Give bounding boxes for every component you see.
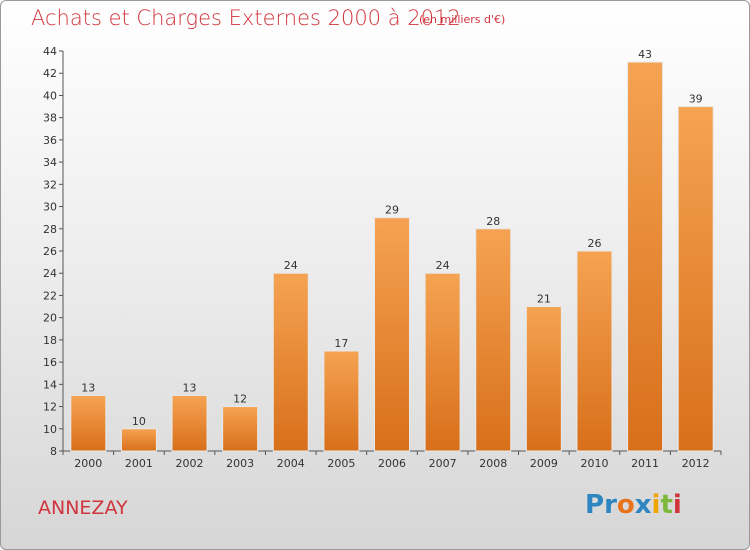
chart-axes: 8 10 12 14 16 18 20 22 24 26 28 30 32 34 36 38 40 42 44 200… [43, 45, 722, 470]
chart-subtitle: (en milliers d'€) [419, 13, 506, 26]
y-tick-label: 30 [43, 201, 57, 214]
y-tick-label: 42 [43, 67, 57, 80]
bar [374, 217, 410, 452]
commune-name: ANNEZAY [38, 497, 128, 519]
x-tick-label: 2005 [327, 457, 355, 470]
bar-value-label: 12 [233, 393, 247, 406]
bar [222, 406, 259, 452]
x-tick-label: 2012 [682, 457, 710, 470]
y-tick-label: 8 [50, 445, 57, 458]
y-tick-label: 32 [43, 178, 57, 191]
bar [424, 272, 461, 452]
bar [120, 428, 157, 452]
bar-value-label: 13 [183, 381, 197, 394]
bar-value-label: 10 [132, 415, 146, 428]
y-tick-label: 26 [43, 245, 57, 258]
logo-letter: r [604, 490, 617, 520]
x-tick-label: 2009 [530, 457, 558, 470]
x-tick-label: 2003 [226, 457, 254, 470]
y-tick-label: 20 [43, 312, 57, 325]
y-tick-label: 34 [43, 156, 57, 169]
x-tick-label: 2010 [580, 457, 608, 470]
y-tick-label: 40 [43, 89, 57, 102]
logo-letter: i [672, 490, 682, 520]
bar-value-label: 17 [334, 337, 348, 350]
x-tick-label: 2001 [125, 457, 153, 470]
bar [70, 394, 107, 452]
y-tick-label: 24 [43, 267, 57, 280]
x-tick-label: 2004 [277, 457, 305, 470]
y-tick-label: 10 [43, 423, 57, 436]
x-tick-label: 2000 [74, 457, 102, 470]
logo-letter: o [616, 490, 635, 520]
y-tick-label: 16 [43, 356, 57, 369]
logo-letter: t [660, 490, 673, 520]
bar [171, 394, 208, 452]
logo-letter: P [585, 490, 605, 520]
bar-value-label: 21 [537, 293, 551, 306]
x-tick-label: 2011 [631, 457, 659, 470]
y-tick-label: 44 [43, 45, 57, 58]
bar-value-label: 39 [689, 93, 703, 106]
y-tick-label: 22 [43, 289, 57, 302]
x-tick-label: 2002 [176, 457, 204, 470]
bar [677, 106, 714, 452]
x-tick-label: 2008 [479, 457, 507, 470]
bar-value-label: 26 [587, 237, 601, 250]
logo-letter: i [651, 490, 661, 520]
bar-value-label: 24 [284, 259, 298, 272]
chart-title: Achats et Charges Externes 2000 à 2012 [31, 6, 461, 30]
bar [475, 228, 512, 452]
bar-value-label: 13 [81, 381, 95, 394]
bar [525, 306, 562, 452]
bar-value-label: 29 [385, 204, 399, 217]
proxiti-logo: Proxiti [585, 490, 682, 520]
bar [627, 61, 664, 452]
bar-value-label: 28 [486, 215, 500, 228]
logo-letter: x [634, 490, 652, 520]
chart-bars: 13 10 13 12 24 17 29 24 28 21 26 43 39 [70, 48, 714, 452]
bar-value-label: 43 [638, 48, 652, 61]
y-tick-label: 18 [43, 334, 57, 347]
x-tick-label: 2007 [429, 457, 457, 470]
bar [323, 350, 360, 452]
bar [272, 272, 309, 452]
y-tick-label: 36 [43, 134, 57, 147]
x-tick-label: 2006 [378, 457, 406, 470]
bar-value-label: 24 [436, 259, 450, 272]
y-tick-label: 14 [43, 378, 57, 391]
y-tick-label: 38 [43, 112, 57, 125]
y-tick-label: 28 [43, 223, 57, 236]
bar [576, 250, 613, 452]
y-tick-label: 12 [43, 401, 57, 414]
